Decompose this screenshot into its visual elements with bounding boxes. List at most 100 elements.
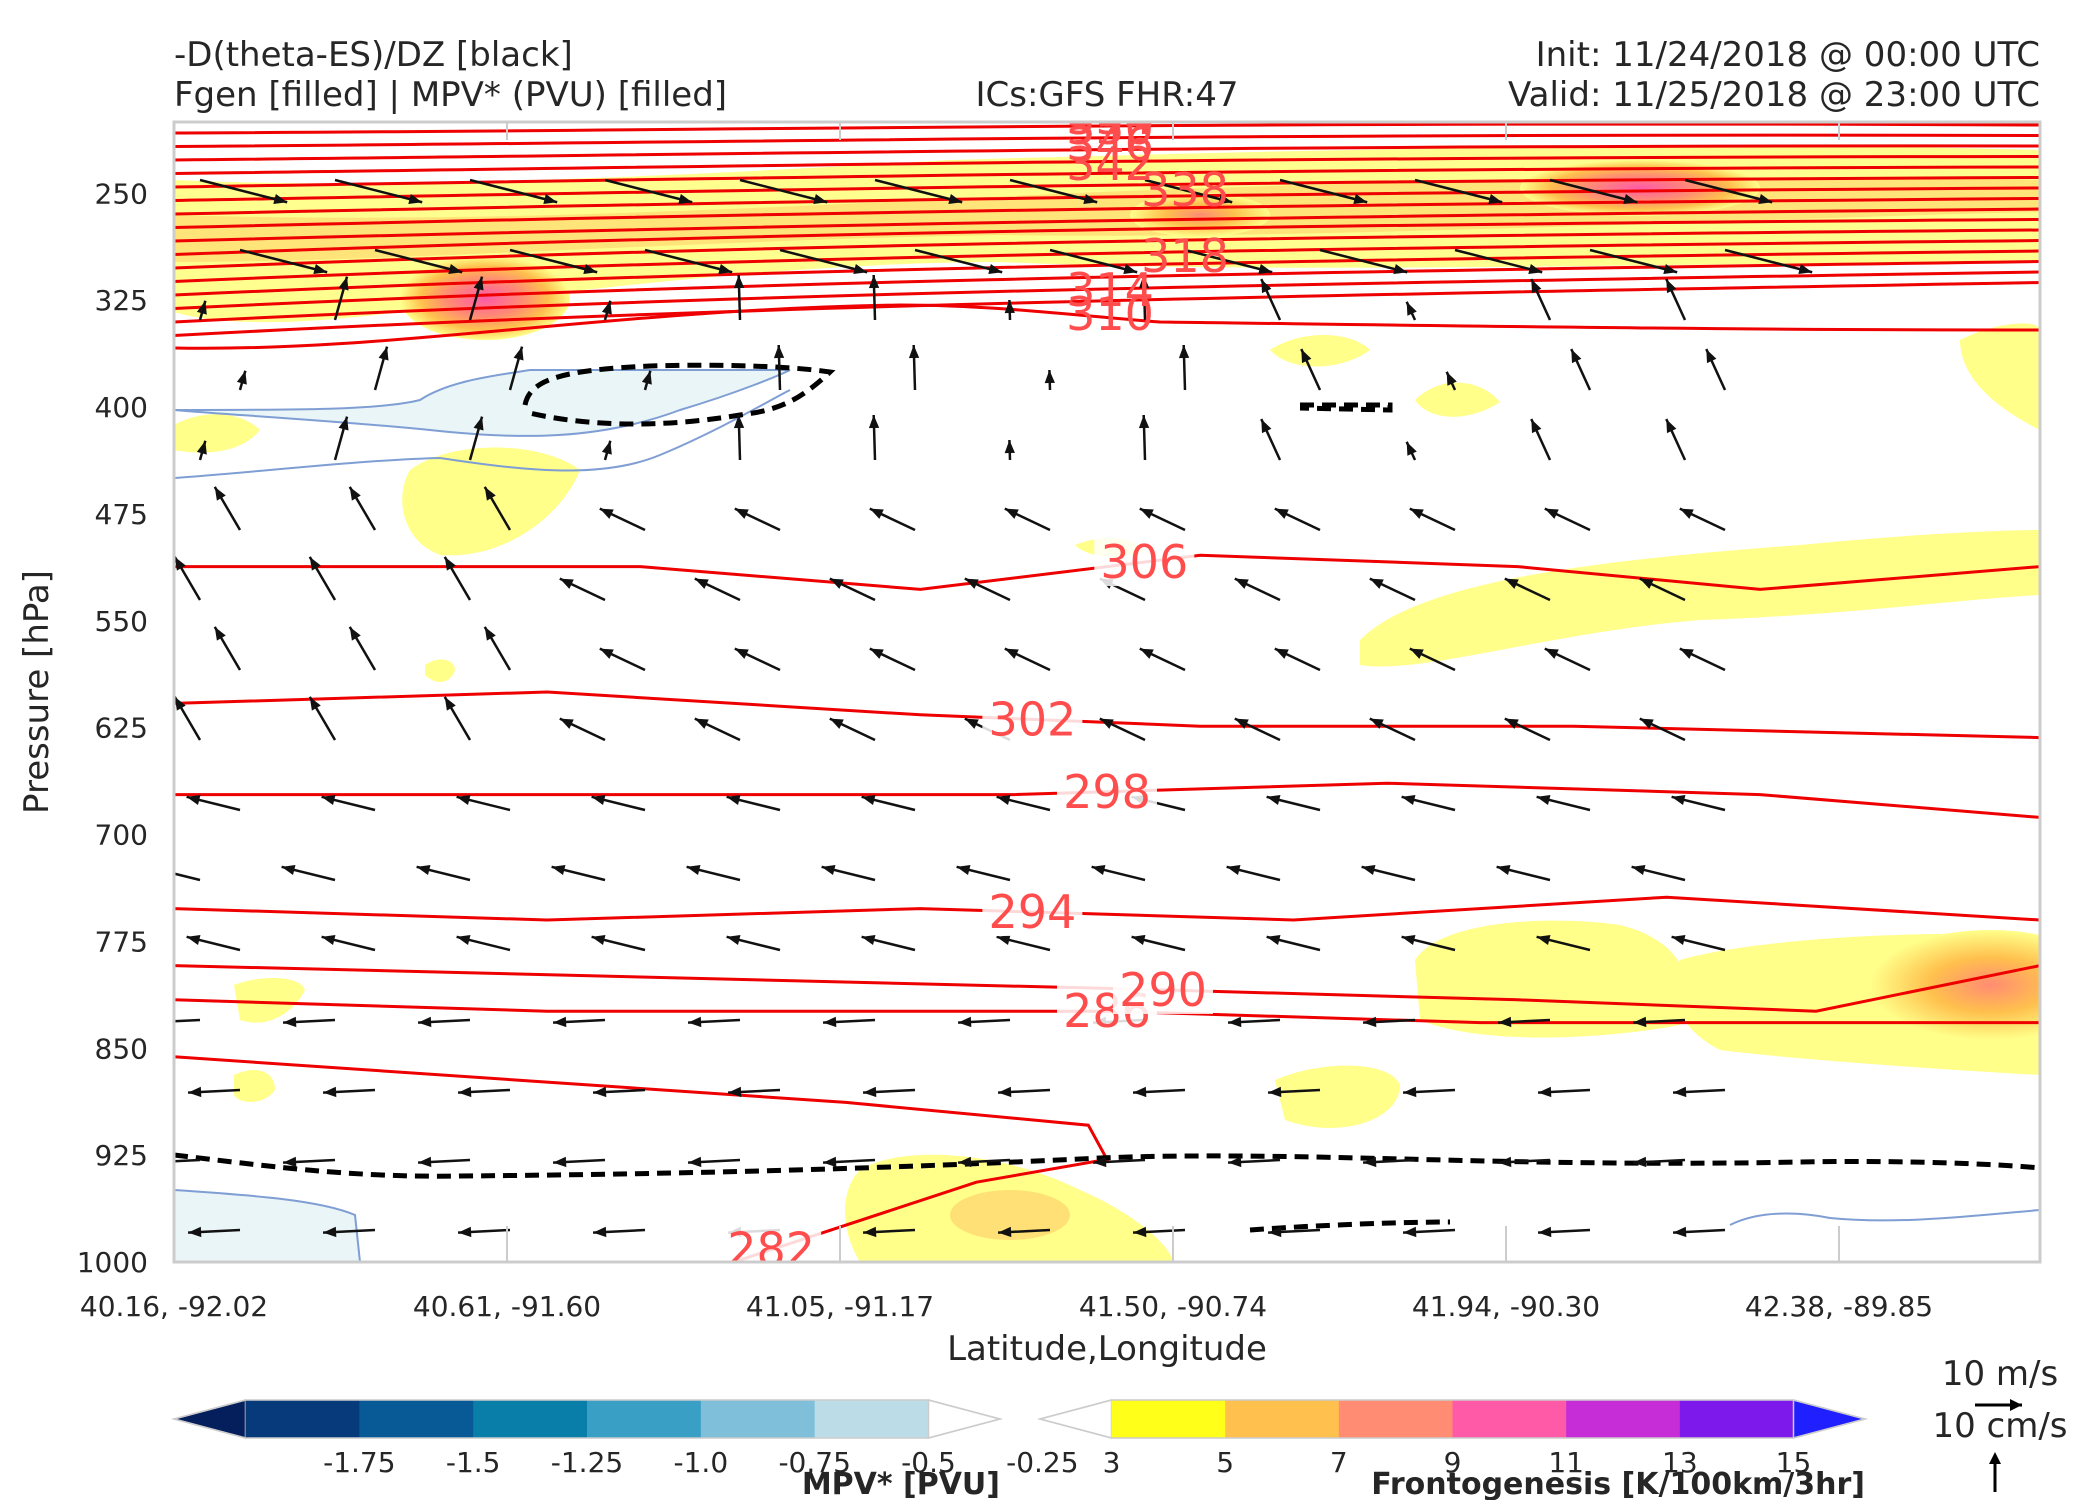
wind-vector	[1724, 248, 1813, 275]
frontogenesis-colorbar-label: Frontogenesis [K/100km/3hr]	[1371, 1467, 1865, 1500]
wind-vector	[323, 1226, 376, 1238]
wind-vector	[998, 1226, 1051, 1238]
y-tick-label: 250	[95, 177, 148, 210]
wind-vector	[1530, 278, 1552, 321]
wind-vector	[174, 696, 202, 741]
wind-vector	[374, 248, 463, 275]
wind-vector	[188, 1226, 241, 1238]
wind-vector	[1091, 864, 1146, 882]
wind-vector	[1409, 647, 1456, 672]
wind-vector	[1679, 647, 1726, 672]
colorbar-extend-low	[1037, 1399, 1113, 1439]
y-axis-label: Pressure [hPa]	[17, 570, 57, 814]
wind-vector	[186, 934, 241, 952]
wind-vector	[1184, 248, 1273, 275]
wind-vector	[308, 556, 337, 601]
colorbar-segment	[700, 1400, 816, 1438]
wind-vector	[174, 872, 201, 882]
wind-vector	[726, 794, 781, 812]
wind-vector	[956, 864, 1011, 882]
wind-vector	[1445, 371, 1457, 391]
wind-vector	[823, 1016, 876, 1028]
wind-vector	[728, 1086, 781, 1098]
wind-vector	[1705, 348, 1727, 391]
wind-vector	[418, 1016, 471, 1028]
wind-vector	[458, 1086, 511, 1098]
wind-vector	[1004, 299, 1015, 321]
header-title-line2: Fgen [filled] | MPV* (PVU) [filled]	[174, 75, 727, 115]
wind-vector	[213, 486, 242, 531]
wind-vector	[1004, 439, 1015, 461]
wind-vector	[283, 1156, 336, 1168]
wind-vector	[559, 577, 606, 602]
colorbar-segment	[1225, 1400, 1340, 1438]
upper-theta-contour	[174, 186, 2040, 216]
wind-vector	[868, 274, 880, 321]
y-tick-label: 1000	[77, 1246, 148, 1279]
upper-theta-contour	[174, 197, 2040, 229]
wind-vector	[1274, 507, 1321, 532]
wind-vector	[1504, 577, 1551, 602]
wind-vector	[829, 577, 876, 602]
y-tick-label: 625	[95, 712, 148, 745]
colorbar-tick-label: 9	[1444, 1446, 1462, 1479]
wind-vector	[1363, 1156, 1416, 1168]
colorbar-tick-label: 3	[1103, 1446, 1121, 1479]
wind-vector	[1234, 577, 1281, 602]
colorbar-segment	[359, 1400, 474, 1438]
y-tick-label: 775	[95, 925, 148, 958]
wind-vector	[1671, 934, 1726, 952]
header-init-time: Init: 11/24/2018 @ 00:00 UTC	[1536, 35, 2040, 75]
wind-vector	[773, 344, 785, 391]
header-valid-time: Valid: 11/25/2018 @ 23:00 UTC	[1508, 75, 2040, 115]
wind-vector	[601, 440, 612, 461]
wind-vector	[443, 556, 472, 601]
colorbar-tick-label: -1.0	[674, 1446, 729, 1479]
y-tick-label: 400	[95, 391, 148, 424]
wind-vector	[726, 934, 781, 952]
x-axis-ticks: 40.16, -92.02 40.61, -91.60 41.05, -91.17 4…	[80, 122, 1933, 1323]
wind-vector	[321, 934, 376, 952]
x-tick-label: 41.50, -90.74	[1079, 1290, 1267, 1323]
wind-vector	[281, 864, 336, 882]
wind-vector	[1260, 418, 1282, 461]
header-title-line1: -D(theta-ES)/DZ [black]	[174, 35, 573, 75]
wind-vector	[734, 507, 781, 532]
x-tick-label: 41.94, -90.30	[1412, 1290, 1600, 1323]
wind-vector	[1300, 348, 1322, 391]
wind-vector	[599, 507, 646, 532]
wind-vector	[213, 626, 242, 671]
wind-vector	[1639, 577, 1686, 602]
theta-es-contour-290	[174, 964, 2040, 1013]
contour-label-342: 342	[1066, 137, 1154, 191]
wind-vector	[443, 696, 472, 741]
wind-vector	[186, 794, 241, 812]
wind-vector	[821, 864, 876, 882]
wind-vector	[1093, 1156, 1146, 1168]
wind-vector	[694, 577, 741, 602]
wind-vector	[1369, 717, 1416, 742]
wind-vector	[1684, 178, 1773, 205]
wind-vectors	[174, 178, 1813, 1238]
upper-theta-contour	[174, 144, 2040, 162]
upper-theta-contour	[174, 239, 2040, 283]
y-tick-label: 925	[95, 1139, 148, 1172]
contour-label-354: 354	[1066, 91, 1154, 145]
upper-theta-contour	[174, 270, 2040, 324]
wind-vector	[1538, 1086, 1591, 1098]
wind-vector	[1665, 278, 1687, 321]
colorbar-segment	[1111, 1400, 1226, 1438]
wind-vector	[591, 794, 646, 812]
wind-vector	[1266, 794, 1321, 812]
wind-vector	[416, 864, 471, 882]
wind-vector	[733, 274, 745, 321]
colorbar-extend-high	[927, 1399, 1003, 1439]
wind-vector	[1589, 248, 1678, 275]
wind-vector	[958, 1156, 1011, 1168]
wind-vector	[1133, 1226, 1186, 1238]
upper-theta-contour	[174, 155, 2040, 175]
colorbar-tick-label: 11	[1548, 1446, 1584, 1479]
wind-vector	[1673, 1086, 1726, 1098]
